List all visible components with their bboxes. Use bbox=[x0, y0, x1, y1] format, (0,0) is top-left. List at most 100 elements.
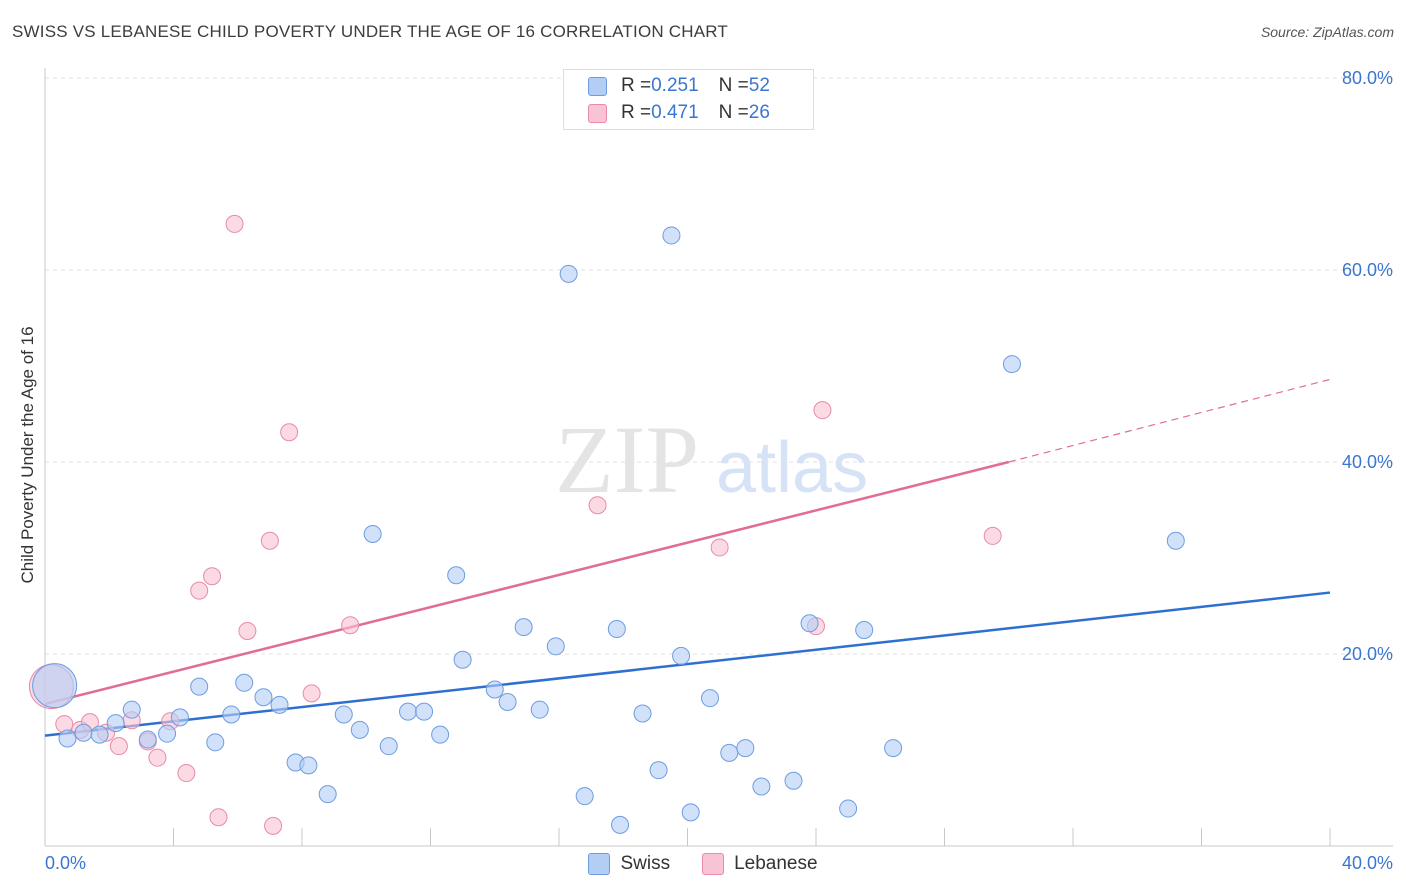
watermark: ZIP atlas bbox=[555, 406, 868, 513]
lebanese-point bbox=[260, 531, 279, 550]
swiss-point bbox=[485, 680, 504, 699]
swiss-point bbox=[206, 733, 225, 752]
lebanese-r-value: 0.471 bbox=[651, 102, 699, 123]
y-tick-label: 40.0% bbox=[1342, 452, 1393, 472]
lebanese-legend-swatch bbox=[702, 853, 725, 875]
watermark-zip: ZIP bbox=[555, 406, 699, 513]
chart-title: SWISS VS LEBANESE CHILD POVERTY UNDER TH… bbox=[12, 22, 729, 41]
swiss-point bbox=[575, 787, 594, 806]
lebanese-point bbox=[302, 684, 321, 703]
legend-item-swiss[interactable]: Swiss bbox=[588, 853, 670, 875]
swiss-point bbox=[254, 688, 273, 707]
legend-row-swiss: R = 0.251 N = 52 bbox=[588, 74, 770, 98]
lebanese-point bbox=[280, 423, 299, 442]
swiss-point bbox=[559, 264, 578, 283]
legend-item-lebanese[interactable]: Lebanese bbox=[702, 853, 818, 875]
swiss-point bbox=[318, 785, 337, 804]
x-tick-label: 40.0% bbox=[1342, 853, 1393, 873]
swiss-swatch bbox=[588, 76, 607, 96]
stats-legend: R = 0.251 N = 52 R = 0.471 N = 26 bbox=[563, 69, 814, 130]
swiss-point bbox=[122, 700, 141, 719]
lebanese-swatch bbox=[588, 103, 607, 123]
y-tick-label: 20.0% bbox=[1342, 644, 1393, 664]
swiss-point bbox=[58, 729, 77, 748]
swiss-point bbox=[800, 614, 819, 633]
lebanese-point bbox=[238, 621, 257, 640]
lebanese-point bbox=[813, 401, 832, 420]
swiss-point bbox=[607, 620, 626, 639]
lebanese-point bbox=[341, 616, 360, 635]
lebanese-point bbox=[983, 526, 1002, 545]
swiss-point bbox=[681, 803, 700, 822]
lebanese-point bbox=[109, 737, 128, 756]
lebanese-point bbox=[190, 581, 209, 600]
lebanese-point bbox=[177, 764, 196, 783]
swiss-point bbox=[363, 525, 382, 543]
swiss-point bbox=[299, 756, 318, 775]
y-tick-label: 80.0% bbox=[1342, 68, 1393, 88]
swiss-point bbox=[158, 724, 177, 743]
swiss-point bbox=[611, 815, 630, 834]
watermark-atlas: atlas bbox=[716, 428, 868, 508]
lebanese-point bbox=[209, 808, 228, 827]
lebanese-point bbox=[148, 748, 167, 767]
swiss-point bbox=[514, 618, 533, 637]
swiss-point bbox=[839, 799, 858, 818]
swiss-legend-swatch bbox=[588, 853, 611, 875]
swiss-point bbox=[74, 723, 93, 742]
swiss-n-value: 52 bbox=[748, 75, 770, 96]
swiss-point bbox=[170, 708, 189, 727]
swiss-point bbox=[190, 677, 209, 696]
lebanese-legend-label: Lebanese bbox=[734, 853, 818, 874]
swiss-point bbox=[700, 689, 719, 708]
swiss-point bbox=[662, 226, 681, 245]
swiss-point bbox=[415, 702, 434, 721]
swiss-point bbox=[546, 637, 565, 656]
swiss-point bbox=[235, 673, 254, 692]
swiss-point bbox=[270, 695, 289, 714]
swiss-point bbox=[447, 566, 466, 585]
swiss-r-value: 0.251 bbox=[651, 75, 699, 96]
lebanese-n-value: 26 bbox=[748, 102, 770, 123]
swiss-point bbox=[90, 725, 109, 744]
swiss-point bbox=[32, 663, 78, 709]
swiss-point bbox=[106, 714, 125, 733]
grid-lines bbox=[45, 77, 1393, 655]
swiss-legend-label: Swiss bbox=[620, 853, 671, 874]
swiss-point bbox=[649, 761, 668, 780]
swiss-point bbox=[530, 700, 549, 719]
swiss-point bbox=[399, 702, 418, 721]
swiss-point bbox=[431, 725, 450, 744]
swiss-r-label: R = bbox=[621, 75, 652, 96]
lebanese-trend-line bbox=[44, 460, 1010, 706]
swiss-point bbox=[855, 621, 874, 639]
swiss-point bbox=[498, 693, 517, 711]
lebanese-trend-extension bbox=[1008, 378, 1331, 463]
x-tick-label: 0.0% bbox=[45, 853, 86, 873]
swiss-point bbox=[720, 743, 739, 762]
swiss-n-label: N = bbox=[718, 75, 749, 96]
swiss-trend-line bbox=[44, 591, 1331, 737]
swiss-point bbox=[222, 705, 241, 724]
swiss-point bbox=[752, 777, 771, 796]
data-points bbox=[28, 214, 1185, 835]
lebanese-point bbox=[203, 567, 222, 586]
swiss-point bbox=[633, 704, 652, 723]
tick-labels: 20.0% 40.0% 60.0% 80.0% 0.0% 40.0% bbox=[45, 68, 1393, 873]
lebanese-r-label: R = bbox=[621, 102, 652, 123]
swiss-point bbox=[350, 720, 369, 739]
swiss-point bbox=[736, 739, 755, 758]
swiss-point bbox=[334, 705, 353, 724]
swiss-point bbox=[884, 739, 903, 758]
swiss-point bbox=[1166, 531, 1185, 550]
swiss-point bbox=[138, 730, 157, 749]
swiss-point bbox=[379, 737, 398, 756]
legend-row-lebanese: R = 0.471 N = 26 bbox=[588, 101, 770, 125]
source-credit: Source: ZipAtlas.com bbox=[1260, 24, 1394, 40]
axes bbox=[44, 68, 1393, 847]
swiss-point bbox=[784, 771, 803, 790]
y-tick-label: 60.0% bbox=[1342, 260, 1393, 280]
lebanese-point bbox=[710, 538, 729, 557]
swiss-point bbox=[453, 650, 472, 669]
